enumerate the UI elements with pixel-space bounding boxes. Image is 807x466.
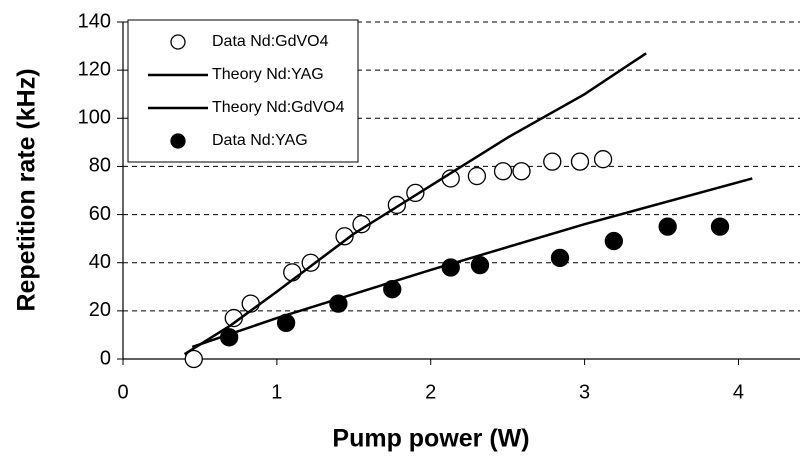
- y-tick-label: 0: [100, 347, 111, 369]
- data-point: [493, 162, 513, 181]
- legend-text: Data Nd:GdVO4: [212, 33, 329, 50]
- data-point: [470, 255, 490, 275]
- y-tick-label: 140: [78, 10, 111, 32]
- data-point: [467, 166, 487, 186]
- data-point: [512, 162, 531, 181]
- y-axis-title: Repetition rate (kHz): [13, 68, 41, 311]
- legend-text: Data Nd:YAG: [212, 132, 308, 149]
- data-point: [335, 227, 354, 246]
- x-tick-label: 4: [733, 381, 744, 403]
- data-point: [604, 231, 623, 251]
- data-point: [383, 280, 402, 299]
- x-tick-label: 3: [579, 381, 590, 403]
- data-point: [220, 328, 239, 347]
- data-point: [329, 294, 348, 313]
- x-axis-title: Pump power (W): [332, 425, 529, 453]
- data-point: [593, 150, 613, 169]
- x-tick-label: 2: [425, 381, 436, 403]
- data-point: [658, 217, 677, 236]
- y-tick-label: 80: [89, 155, 111, 177]
- x-tick-label: 0: [117, 381, 128, 403]
- y-tick-label: 20: [89, 299, 111, 321]
- theory-line: [183, 52, 647, 356]
- theory-line: [191, 177, 753, 349]
- legend-text: Theory Nd:GdVO4: [212, 99, 345, 116]
- legend-marker: [170, 133, 186, 149]
- data-point: [283, 263, 302, 282]
- data-point: [184, 349, 203, 369]
- y-tick-label: 100: [78, 107, 111, 129]
- y-tick-label: 120: [78, 58, 111, 80]
- y-tick-label: 60: [89, 203, 111, 225]
- data-point: [276, 313, 296, 333]
- data-point: [710, 217, 730, 236]
- legend-marker: [170, 34, 186, 50]
- data-point: [543, 152, 562, 171]
- data-point: [301, 253, 320, 272]
- data-point: [441, 258, 460, 277]
- data-point: [550, 248, 570, 268]
- legend-box: [127, 19, 359, 163]
- legend-text: Theory Nd:YAG: [212, 66, 324, 83]
- data-point: [570, 152, 590, 171]
- y-tick-label: 40: [89, 251, 111, 273]
- x-tick-label: 1: [271, 381, 282, 403]
